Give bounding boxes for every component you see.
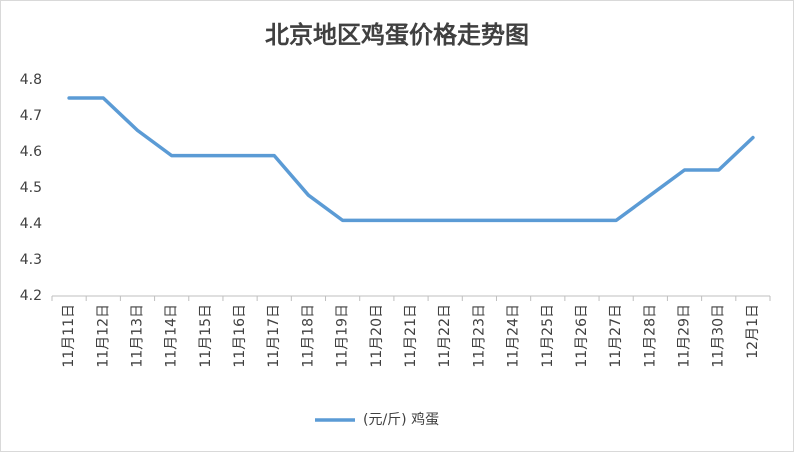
y-tick-label: 4.2 — [20, 288, 42, 304]
x-tick-label: 11月25日 — [540, 304, 556, 368]
x-tick-label: 11月26日 — [574, 304, 590, 368]
x-tick-label: 11月16日 — [232, 304, 248, 368]
x-tick-label: 11月21日 — [403, 304, 419, 368]
x-tick-label: 11月23日 — [471, 304, 487, 368]
y-tick-label: 4.6 — [20, 144, 42, 160]
y-tick-label: 4.3 — [20, 252, 42, 268]
x-tick-label: 11月12日 — [95, 304, 111, 368]
x-tick-label: 11月22日 — [437, 304, 453, 368]
x-tick-label: 11月30日 — [711, 304, 727, 368]
x-tick-label: 11月20日 — [369, 304, 385, 368]
x-tick-label: 11月27日 — [608, 304, 624, 368]
x-tick-label: 11月11日 — [61, 304, 77, 368]
x-tick-label: 11月28日 — [642, 304, 658, 368]
x-tick-label: 11月13日 — [129, 304, 145, 368]
y-tick-label: 4.5 — [20, 180, 42, 196]
y-tick-label: 4.8 — [20, 72, 42, 88]
x-tick-label: 11月29日 — [677, 304, 693, 368]
x-tick-label: 11月17日 — [266, 304, 282, 368]
y-tick-label: 4.7 — [20, 108, 42, 124]
y-tick-label: 4.4 — [20, 216, 42, 232]
x-tick-label: 11月18日 — [300, 304, 316, 368]
x-tick-label: 11月14日 — [164, 304, 180, 368]
x-tick-label: 11月19日 — [335, 304, 351, 368]
data-line — [67, 96, 755, 223]
legend-label: (元/斤) 鸡蛋 — [363, 411, 439, 428]
x-tick-label: 11月15日 — [198, 304, 214, 368]
chart-title: 北京地区鸡蛋价格走势图 — [265, 21, 529, 49]
x-tick-label: 11月24日 — [506, 304, 522, 368]
x-tick-label: 12月1日 — [745, 304, 761, 359]
